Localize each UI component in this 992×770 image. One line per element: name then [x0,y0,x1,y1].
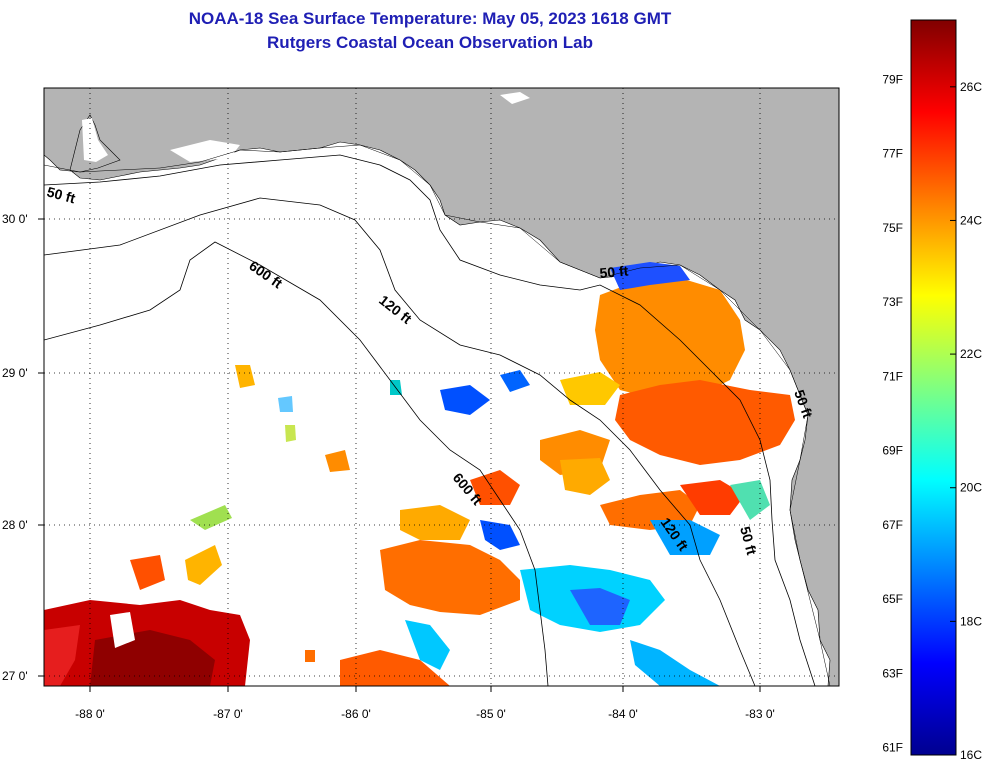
axis-ticks [38,218,761,692]
lat-label: 29 0' [2,366,28,380]
lake [500,92,530,104]
bay-water [82,118,108,162]
colorbar-f-label: 71F [882,369,903,383]
sst-patches [44,262,795,686]
colorbar-f-label: 61F [882,741,903,755]
colorbar-f-label: 73F [882,295,903,309]
colorbar-c-label: 22C [960,347,982,361]
colorbar-f-label: 75F [882,221,903,235]
colorbar-c-ticks: 26C 24C 22C 20C 18C 16C [950,80,982,762]
map-title: NOAA-18 Sea Surface Temperature: May 05,… [188,9,672,28]
contour-600ft [44,241,549,686]
bay-water [170,140,240,162]
colorbar-f-label: 77F [882,147,903,161]
colorbar-c-label: 24C [960,213,982,227]
lon-label: -88 0' [75,707,105,721]
colorbar-f-label: 63F [882,666,903,680]
contour-label: 50 ft [737,525,760,557]
colorbar-f-label: 65F [882,592,903,606]
colorbar-c-label: 26C [960,80,982,94]
colorbar-f-label: 79F [882,72,903,86]
lon-label: -85 0' [476,707,506,721]
lat-label: 30 0' [2,212,28,226]
coastline [44,144,831,686]
sst-map: -88 0' -87 0' -86 0' -85 0' -84 0' -83 0… [2,87,840,721]
lon-label: -84 0' [608,707,638,721]
contour-label: 50 ft [45,183,77,206]
colorbar-f-label: 69F [882,444,903,458]
contour-120ft [44,197,756,686]
lon-label: -83 0' [745,707,775,721]
bathymetry-contours [44,154,816,686]
lat-label: 27 0' [2,669,28,683]
map-subtitle: Rutgers Coastal Ocean Observation Lab [267,33,593,52]
colorbar-gradient [910,19,957,756]
land-mass [44,88,839,686]
colorbar-c-label: 16C [960,748,982,762]
contour-50ft [44,154,816,686]
lon-label: -86 0' [341,707,371,721]
map-frame [43,87,840,687]
colorbar-c-label: 20C [960,481,982,495]
lat-label: 28 0' [2,518,28,532]
contour-label: 50 ft [599,263,629,281]
colorbar-f-ticks: 79F 77F 75F 73F 71F 69F 67F 65F 63F 61F [882,72,903,754]
lon-label: -87 0' [213,707,243,721]
colorbar-f-label: 67F [882,518,903,532]
colorbar-c-label: 18C [960,614,982,628]
